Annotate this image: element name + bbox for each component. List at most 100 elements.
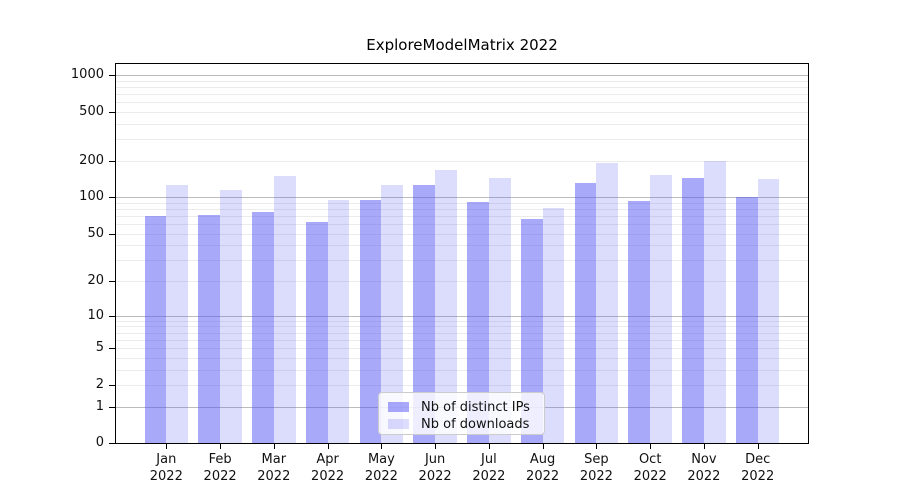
bar-distinct-ips-sep: [574, 182, 597, 443]
chart-title: ExploreModelMatrix 2022: [366, 36, 558, 54]
x-tick-month: Mar: [261, 452, 287, 467]
gridline-minor: [115, 245, 809, 247]
y-tick: [109, 347, 115, 349]
x-tick-label: Jul 2022: [457, 451, 521, 485]
gridline-minor: [115, 216, 809, 218]
gridline-minor: [115, 139, 809, 140]
y-tick: [109, 160, 115, 162]
bar-distinct-ips-nov: [682, 178, 704, 443]
x-tick-month: Apr: [316, 452, 339, 467]
gridline-major: [115, 197, 809, 199]
bar-distinct-ips-mar: [252, 211, 274, 443]
y-tick: [109, 281, 115, 283]
y-tick-label: 20: [87, 273, 104, 289]
y-tick-label: 5: [95, 339, 104, 355]
bar-downloads-jan: [166, 184, 189, 443]
bar-distinct-ips-apr: [305, 222, 328, 443]
y-tick: [109, 233, 115, 235]
y-tick-label: 10: [87, 307, 104, 323]
bar-downloads-dec: [757, 178, 780, 443]
gridline-minor: [115, 93, 809, 95]
x-tick-label: Feb 2022: [188, 451, 252, 485]
x-tick: [381, 444, 383, 449]
x-tick-year: 2022: [579, 469, 613, 484]
gridline-major: [115, 315, 809, 317]
y-tick: [109, 406, 115, 408]
legend-label-downloads: Nb of downloads: [421, 416, 530, 432]
x-tick-year: 2022: [311, 469, 345, 484]
x-tick: [327, 444, 329, 449]
y-tick-label: 200: [79, 152, 104, 168]
x-tick: [488, 444, 490, 449]
bar-distinct-ips-oct: [628, 201, 651, 443]
bar-downloads-apr: [327, 200, 350, 443]
bar-downloads-may: [381, 185, 404, 443]
x-tick-year: 2022: [364, 469, 398, 484]
gridline-minor: [115, 123, 809, 125]
gridline-minor: [115, 86, 809, 88]
x-tick-label: Dec 2022: [726, 451, 790, 485]
x-tick-year: 2022: [149, 469, 183, 484]
bar-downloads-feb: [220, 189, 242, 443]
x-tick-month: Jan: [156, 452, 177, 467]
gridline-minor: [115, 384, 809, 386]
y-tick: [109, 443, 115, 444]
x-tick: [220, 444, 222, 449]
legend-swatch-downloads: [388, 419, 409, 429]
x-tick-month: Dec: [745, 452, 771, 467]
bar-distinct-ips-dec: [735, 197, 758, 443]
y-tick: [109, 111, 115, 113]
bar-distinct-ips-feb: [198, 215, 221, 443]
x-tick-label: Nov 2022: [672, 451, 736, 485]
y-tick-label: 2: [95, 376, 104, 392]
x-tick-month: Feb: [208, 452, 232, 467]
legend-swatch-distinct-ips: [388, 402, 409, 412]
x-tick-label: Sep 2022: [564, 451, 628, 485]
x-tick-month: Jun: [424, 452, 446, 467]
y-tick: [109, 197, 115, 199]
x-tick-label: Mar 2022: [242, 451, 306, 485]
x-tick-month: Aug: [529, 452, 556, 467]
gridline-minor: [115, 347, 809, 349]
x-tick: [273, 444, 275, 449]
x-tick: [757, 444, 759, 449]
gridline-minor: [115, 369, 809, 371]
x-tick-month: May: [367, 452, 395, 467]
bar-downloads-aug: [542, 207, 565, 443]
gridline-minor: [115, 326, 809, 328]
x-tick-month: Jul: [481, 452, 497, 467]
gridline-minor: [115, 111, 809, 113]
y-tick: [109, 315, 115, 317]
legend-entry-distinct-ips: Nb of distinct IPs: [388, 399, 535, 415]
bar-downloads-sep: [596, 162, 619, 443]
x-tick-label: May 2022: [349, 451, 413, 485]
bar-distinct-ips-jan: [144, 216, 167, 443]
x-tick-year: 2022: [687, 469, 721, 484]
bar-distinct-ips-jul: [467, 202, 489, 443]
gridline-minor: [115, 332, 809, 334]
y-tick-label: 0: [95, 435, 104, 450]
bar-distinct-ips-may: [359, 200, 382, 443]
x-tick-year: 2022: [418, 469, 452, 484]
bar-distinct-ips-jun: [413, 184, 436, 443]
gridline-minor: [115, 260, 809, 262]
x-tick-label: Oct 2022: [618, 451, 682, 485]
y-tick-label: 100: [79, 189, 104, 205]
bar-downloads-jul: [488, 178, 511, 443]
y-tick: [109, 74, 115, 76]
x-tick-label: Jun 2022: [403, 451, 467, 485]
gridline-minor: [115, 320, 809, 322]
gridline-minor: [115, 281, 809, 283]
x-tick-label: Apr 2022: [296, 451, 360, 485]
x-tick-year: 2022: [526, 469, 560, 484]
bar-downloads-oct: [650, 174, 672, 443]
x-tick-year: 2022: [633, 469, 667, 484]
y-tick-label: 1000: [70, 66, 104, 82]
legend-entry-downloads: Nb of downloads: [388, 416, 535, 432]
gridline-minor: [115, 80, 809, 82]
x-tick: [650, 444, 652, 449]
x-tick: [166, 444, 168, 449]
bar-downloads-mar: [273, 175, 296, 443]
x-tick-month: Sep: [584, 452, 609, 467]
